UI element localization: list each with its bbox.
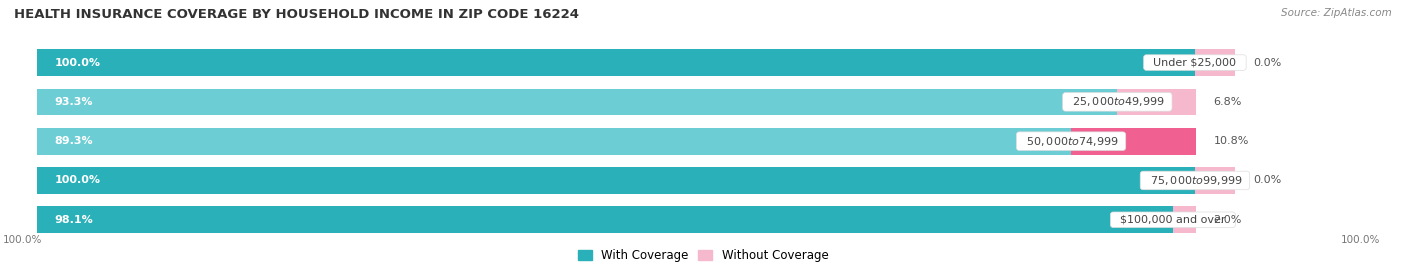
- Text: $25,000 to $49,999: $25,000 to $49,999: [1066, 95, 1170, 108]
- Text: 6.8%: 6.8%: [1213, 97, 1241, 107]
- Text: $75,000 to $99,999: $75,000 to $99,999: [1143, 174, 1247, 187]
- Bar: [38, 49, 1195, 76]
- Bar: [38, 128, 1195, 154]
- Text: 2.0%: 2.0%: [1213, 215, 1241, 225]
- Text: 89.3%: 89.3%: [55, 136, 93, 146]
- Text: 100.0%: 100.0%: [1341, 235, 1381, 245]
- Text: HEALTH INSURANCE COVERAGE BY HOUSEHOLD INCOME IN ZIP CODE 16224: HEALTH INSURANCE COVERAGE BY HOUSEHOLD I…: [14, 8, 579, 21]
- Bar: [1195, 49, 1236, 76]
- Text: $100,000 and over: $100,000 and over: [1114, 215, 1233, 225]
- Text: 98.1%: 98.1%: [55, 215, 94, 225]
- Bar: [1118, 89, 1197, 115]
- Bar: [38, 206, 1195, 233]
- Text: 10.8%: 10.8%: [1213, 136, 1249, 146]
- Bar: [38, 167, 1195, 194]
- Bar: [1173, 206, 1197, 233]
- Text: $50,000 to $74,999: $50,000 to $74,999: [1019, 135, 1123, 148]
- Text: 100.0%: 100.0%: [55, 58, 101, 68]
- Text: Source: ZipAtlas.com: Source: ZipAtlas.com: [1281, 8, 1392, 18]
- Text: 0.0%: 0.0%: [1253, 175, 1281, 185]
- Legend: With Coverage, Without Coverage: With Coverage, Without Coverage: [572, 245, 834, 267]
- Bar: [1071, 128, 1197, 154]
- Bar: [38, 49, 1195, 76]
- Bar: [1195, 167, 1236, 194]
- Bar: [38, 128, 1071, 154]
- Bar: [38, 89, 1118, 115]
- Bar: [38, 89, 1195, 115]
- Text: 0.0%: 0.0%: [1253, 58, 1281, 68]
- Bar: [38, 206, 1173, 233]
- Bar: [38, 167, 1195, 194]
- Text: 100.0%: 100.0%: [55, 175, 101, 185]
- Text: 93.3%: 93.3%: [55, 97, 93, 107]
- Text: Under $25,000: Under $25,000: [1146, 58, 1243, 68]
- Text: 100.0%: 100.0%: [3, 235, 42, 245]
